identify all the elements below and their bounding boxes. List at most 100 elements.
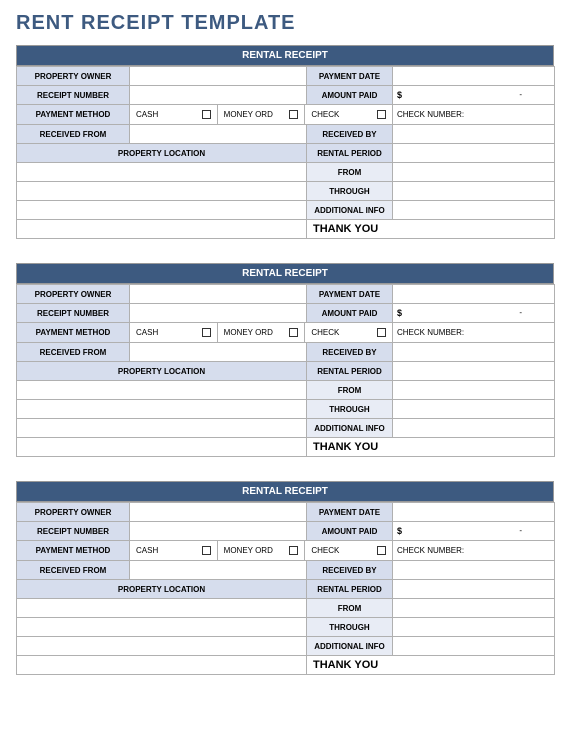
value-received-by[interactable]	[393, 125, 555, 144]
label-receipt-number: RECEIPT NUMBER	[17, 304, 130, 323]
money-ord-label: MONEY ORD	[224, 110, 273, 119]
receipt-table: PROPERTY OWNER PAYMENT DATE RECEIPT NUMB…	[16, 502, 555, 675]
checkbox-icon[interactable]	[289, 328, 298, 337]
cash-label: CASH	[136, 328, 158, 337]
value-receipt-number[interactable]	[130, 522, 307, 541]
value-location-1[interactable]	[17, 599, 307, 618]
page-title: RENT RECEIPT TEMPLATE	[16, 12, 554, 35]
label-receipt-number: RECEIPT NUMBER	[17, 86, 130, 105]
check-number-field[interactable]: CHECK NUMBER:	[393, 541, 555, 561]
value-amount-paid[interactable]: $ -	[393, 304, 555, 323]
label-through: THROUGH	[307, 618, 393, 637]
payment-option-check[interactable]: CHECK	[305, 541, 392, 560]
value-from[interactable]	[393, 163, 555, 182]
check-number-label: CHECK NUMBER:	[397, 328, 464, 337]
value-rental-period[interactable]	[393, 144, 555, 163]
value-location-1[interactable]	[17, 381, 307, 400]
label-rental-period: RENTAL PERIOD	[307, 144, 393, 163]
label-amount-paid: AMOUNT PAID	[307, 86, 393, 105]
label-received-by: RECEIVED BY	[307, 561, 393, 580]
label-through: THROUGH	[307, 182, 393, 201]
value-through[interactable]	[393, 182, 555, 201]
label-received-from: RECEIVED FROM	[17, 343, 130, 362]
payment-option-money-ord[interactable]: MONEY ORD	[218, 323, 306, 342]
check-number-field[interactable]: CHECK NUMBER:	[393, 323, 555, 343]
value-through[interactable]	[393, 400, 555, 419]
checkbox-icon[interactable]	[377, 546, 386, 555]
value-received-from[interactable]	[130, 125, 307, 144]
label-property-location: PROPERTY LOCATION	[17, 362, 307, 381]
value-received-from[interactable]	[130, 343, 307, 362]
value-additional-info[interactable]	[393, 419, 555, 438]
dollar-sign: $	[397, 526, 402, 536]
payment-option-check[interactable]: CHECK	[305, 105, 392, 124]
value-received-from[interactable]	[130, 561, 307, 580]
value-property-owner[interactable]	[130, 285, 307, 304]
payment-option-money-ord[interactable]: MONEY ORD	[218, 105, 306, 124]
payment-option-cash[interactable]: CASH	[130, 541, 218, 560]
value-payment-date[interactable]	[393, 67, 555, 86]
label-payment-date: PAYMENT DATE	[307, 285, 393, 304]
label-property-location: PROPERTY LOCATION	[17, 144, 307, 163]
thank-you: THANK YOU	[307, 220, 555, 239]
amount-dash: -	[519, 90, 550, 99]
checkbox-icon[interactable]	[289, 546, 298, 555]
label-additional-info: ADDITIONAL INFO	[307, 419, 393, 438]
value-location-2[interactable]	[17, 618, 307, 637]
value-additional-info[interactable]	[393, 637, 555, 656]
checkbox-icon[interactable]	[289, 110, 298, 119]
value-location-4[interactable]	[17, 220, 307, 239]
value-location-3[interactable]	[17, 419, 307, 438]
value-property-owner[interactable]	[130, 503, 307, 522]
value-location-2[interactable]	[17, 400, 307, 419]
value-location-4[interactable]	[17, 656, 307, 675]
value-amount-paid[interactable]: $ -	[393, 522, 555, 541]
check-number-label: CHECK NUMBER:	[397, 110, 464, 119]
value-location-4[interactable]	[17, 438, 307, 457]
receipt-table: PROPERTY OWNER PAYMENT DATE RECEIPT NUMB…	[16, 66, 555, 239]
label-rental-period: RENTAL PERIOD	[307, 362, 393, 381]
label-payment-method: PAYMENT METHOD	[17, 105, 130, 125]
label-through: THROUGH	[307, 400, 393, 419]
label-property-owner: PROPERTY OWNER	[17, 67, 130, 86]
value-from[interactable]	[393, 599, 555, 618]
payment-option-check[interactable]: CHECK	[305, 323, 392, 342]
value-receipt-number[interactable]	[130, 86, 307, 105]
value-received-by[interactable]	[393, 561, 555, 580]
value-property-owner[interactable]	[130, 67, 307, 86]
value-amount-paid[interactable]: $ -	[393, 86, 555, 105]
rental-receipt: RENTAL RECEIPT PROPERTY OWNER PAYMENT DA…	[16, 481, 554, 675]
value-rental-period[interactable]	[393, 580, 555, 599]
value-location-3[interactable]	[17, 637, 307, 656]
check-label: CHECK	[311, 328, 339, 337]
value-payment-date[interactable]	[393, 503, 555, 522]
checkbox-icon[interactable]	[202, 546, 211, 555]
checkbox-icon[interactable]	[377, 328, 386, 337]
payment-option-money-ord[interactable]: MONEY ORD	[218, 541, 306, 560]
value-location-2[interactable]	[17, 182, 307, 201]
value-from[interactable]	[393, 381, 555, 400]
check-label: CHECK	[311, 546, 339, 555]
checkbox-icon[interactable]	[202, 110, 211, 119]
value-receipt-number[interactable]	[130, 304, 307, 323]
checkbox-icon[interactable]	[377, 110, 386, 119]
value-additional-info[interactable]	[393, 201, 555, 220]
label-property-owner: PROPERTY OWNER	[17, 285, 130, 304]
value-location-3[interactable]	[17, 201, 307, 220]
receipt-table: PROPERTY OWNER PAYMENT DATE RECEIPT NUMB…	[16, 284, 555, 457]
payment-option-cash[interactable]: CASH	[130, 105, 218, 124]
check-number-field[interactable]: CHECK NUMBER:	[393, 105, 555, 125]
value-rental-period[interactable]	[393, 362, 555, 381]
label-payment-date: PAYMENT DATE	[307, 503, 393, 522]
money-ord-label: MONEY ORD	[224, 546, 273, 555]
value-received-by[interactable]	[393, 343, 555, 362]
checkbox-icon[interactable]	[202, 328, 211, 337]
thank-you: THANK YOU	[307, 438, 555, 457]
value-payment-date[interactable]	[393, 285, 555, 304]
value-through[interactable]	[393, 618, 555, 637]
value-location-1[interactable]	[17, 163, 307, 182]
dollar-sign: $	[397, 308, 402, 318]
label-received-from: RECEIVED FROM	[17, 561, 130, 580]
payment-option-cash[interactable]: CASH	[130, 323, 218, 342]
label-property-location: PROPERTY LOCATION	[17, 580, 307, 599]
